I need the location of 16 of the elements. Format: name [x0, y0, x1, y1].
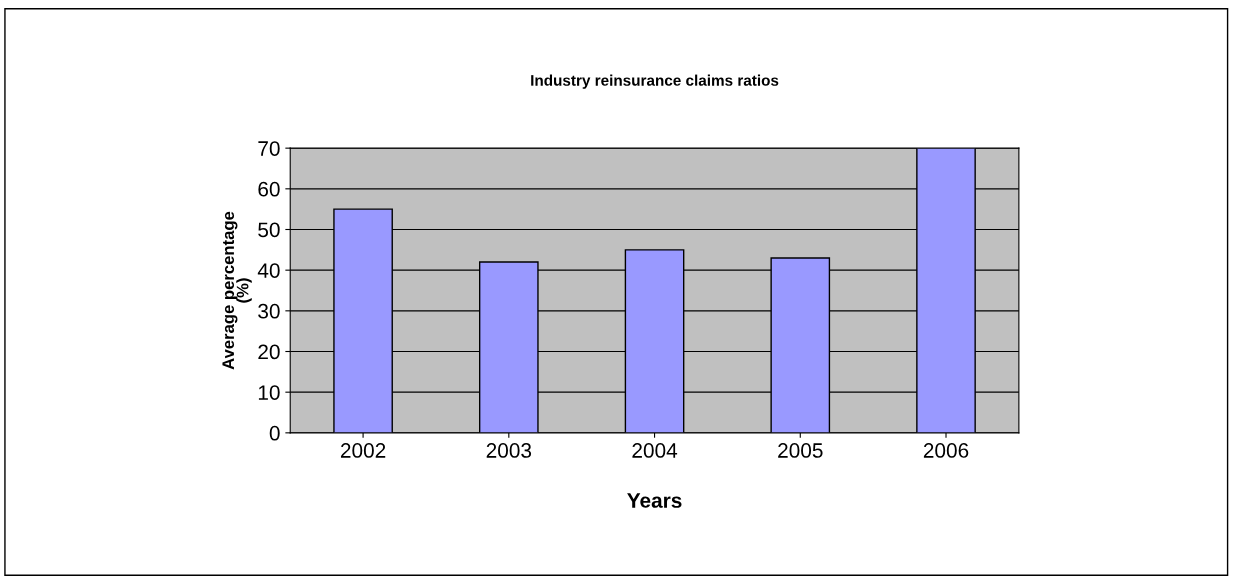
- x-tick-label: 2006: [923, 443, 969, 458]
- y-tick-label: 40: [257, 263, 280, 278]
- x-tick-label: 2005: [778, 443, 823, 458]
- y-tick-label: 30: [258, 303, 280, 319]
- y-tick-label: 0: [269, 425, 280, 441]
- y-tick-label: 60: [258, 181, 280, 197]
- y-tick-label: 20: [258, 344, 280, 360]
- y-axis-title: Average percentage (%): [222, 211, 252, 370]
- x-tick-label: 2002: [340, 443, 386, 458]
- y-tick-label: 10: [258, 385, 280, 400]
- x-axis-title: Years: [627, 493, 682, 508]
- x-tick-label: 2004: [632, 443, 678, 458]
- y-tick-label: 70: [258, 141, 280, 156]
- chart-title: Industry reinsurance claims ratios: [531, 74, 779, 89]
- y-tick-label: 50: [258, 222, 280, 238]
- x-tick-label: 2003: [486, 443, 532, 458]
